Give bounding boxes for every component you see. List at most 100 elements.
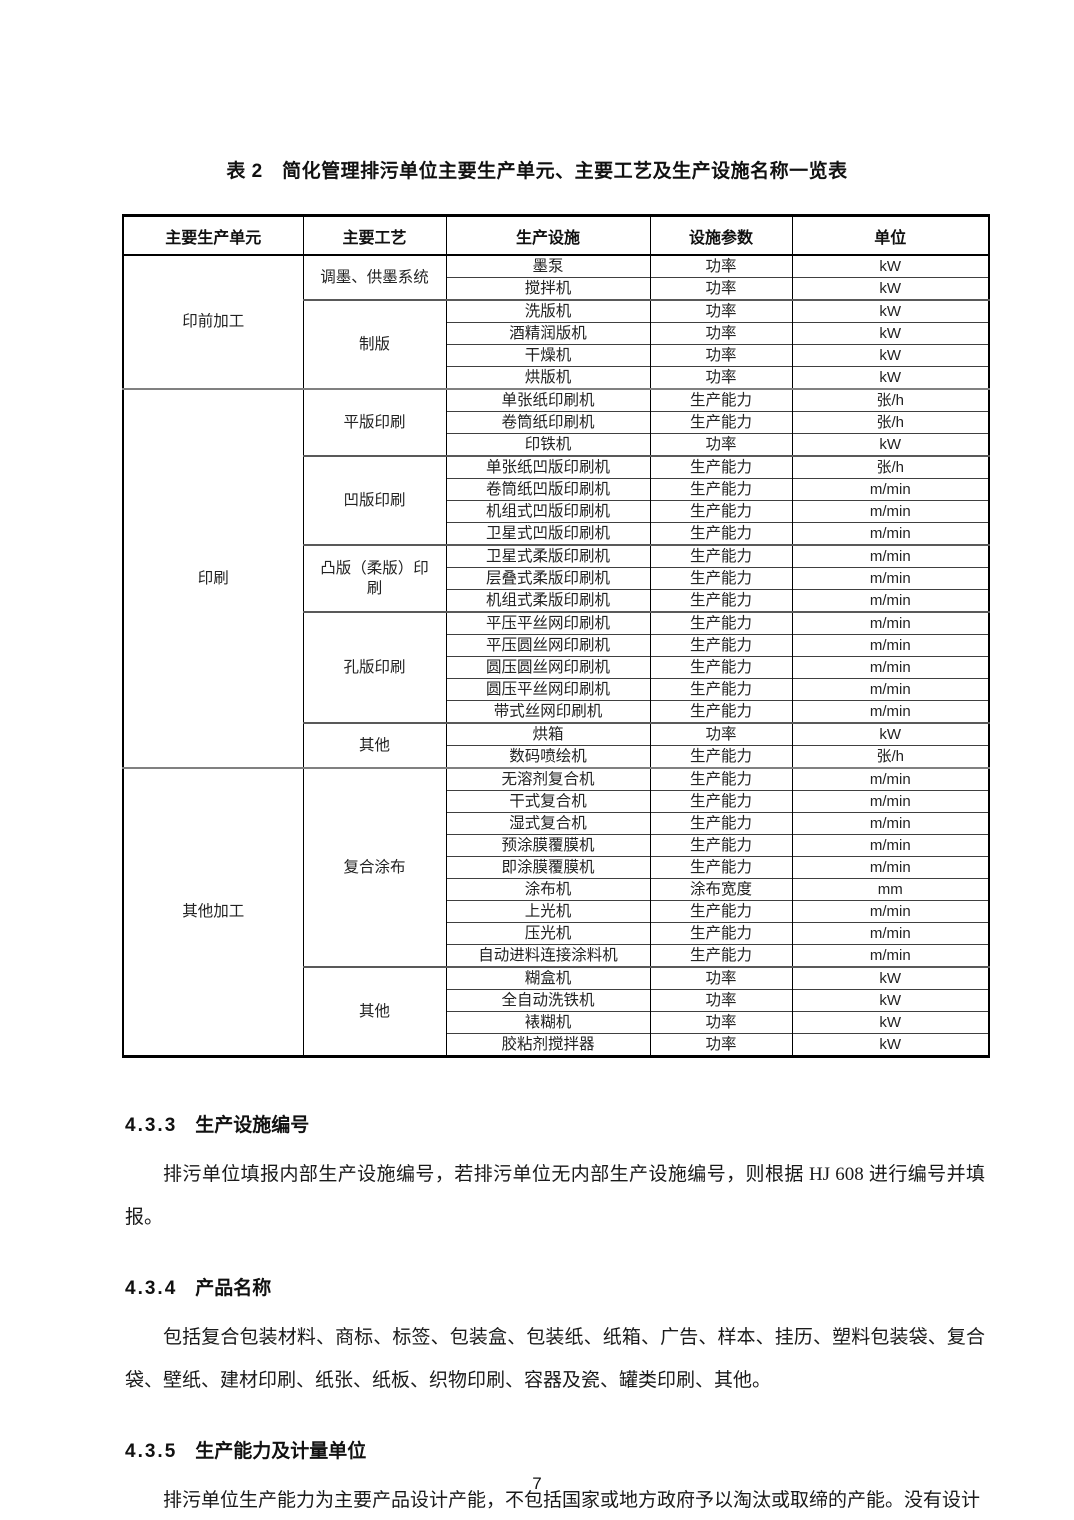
unit-of-measure-cell: 张/h — [791, 411, 990, 434]
table-row: 上光机 生产能力 m/min — [123, 900, 990, 923]
unit-of-measure-cell: m/min — [791, 767, 990, 791]
facility-parameter-cell: 功率 — [649, 966, 793, 990]
main-process-cell: 复合涂布 — [302, 767, 447, 967]
table-row: 干式复合机 生产能力 m/min — [123, 790, 990, 813]
facility-parameter-cell: 生产能力 — [649, 634, 793, 657]
section-paragraph: 排污单位填报内部生产设施编号，若排污单位无内部生产设施编号，则根据 HJ 608… — [125, 1164, 985, 1228]
facility-parameter-cell: 生产能力 — [649, 678, 793, 701]
unit-of-measure-cell: kW — [791, 989, 990, 1012]
unit-of-measure-cell: m/min — [791, 611, 990, 635]
equipment-table-body: 印前加工 调墨、供墨系统 墨泵 功率 kW 搅拌机 功率 kW 制版 洗版机 功率 kW 酒精润版机 功率… — [122, 254, 990, 1057]
unit-of-measure-cell: kW — [791, 344, 990, 367]
unit-of-measure-cell: m/min — [791, 790, 990, 813]
section-heading-4-3-4: 4.3.4 产品名称 — [125, 1273, 985, 1300]
production-facility-cell: 自动进料连接涂料机 — [445, 944, 651, 967]
table-caption: 表 2 简化管理排污单位主要生产单元、主要工艺及生产设施名称一览表 — [226, 161, 848, 182]
production-facility-cell: 裱糊机 — [445, 1011, 651, 1034]
production-facility-cell: 机组式凹版印刷机 — [445, 500, 651, 523]
production-facility-cell: 湿式复合机 — [445, 812, 651, 835]
production-facility-cell: 干式复合机 — [445, 790, 651, 813]
facility-parameter-cell: 生产能力 — [649, 567, 793, 590]
section-paragraph: 包括复合包装材料、商标、标签、包装盒、包装纸、纸箱、广告、样本、挂历、塑料包装袋… — [125, 1327, 985, 1391]
production-facility-cell: 烘箱 — [445, 722, 651, 746]
facility-parameter-cell: 功率 — [649, 989, 793, 1012]
section-number: 4.3.4 — [125, 1278, 178, 1299]
table-row: 孔版印刷 平压平丝网印刷机 生产能力 m/min — [123, 611, 990, 723]
table-row: 层叠式柔版印刷机 生产能力 m/min — [123, 567, 990, 590]
facility-parameter-cell: 生产能力 — [649, 856, 793, 879]
unit-of-measure-cell: m/min — [791, 922, 990, 945]
section-title: 生产能力及计量单位 — [195, 1441, 367, 1462]
unit-of-measure-cell: m/min — [791, 856, 990, 879]
production-facility-cell: 单张纸印刷机 — [445, 388, 651, 412]
production-facility-cell: 胶粘剂搅拌器 — [445, 1033, 651, 1057]
production-facility-cell: 卫星式凹版印刷机 — [445, 522, 651, 545]
main-process-cell: 凹版印刷 — [302, 455, 447, 545]
production-facility-cell: 无溶剂复合机 — [445, 767, 651, 791]
facility-parameter-cell: 生产能力 — [649, 478, 793, 501]
unit-of-measure-cell: m/min — [791, 567, 990, 590]
table-row: 带式丝网印刷机 生产能力 m/min — [123, 700, 990, 723]
unit-of-measure-cell: kW — [791, 1033, 990, 1057]
table-row: 印铁机 功率 kW — [123, 433, 990, 456]
production-facility-cell: 全自动洗铁机 — [445, 989, 651, 1012]
unit-of-measure-cell: kW — [791, 366, 990, 389]
unit-of-measure-cell: m/min — [791, 634, 990, 657]
equipment-table-wrap: 主要生产单元 主要工艺 生产设施 设施参数 单位 印前加工 调墨、供墨系统 墨泵 功率… — [122, 214, 990, 1058]
unit-of-measure-cell: kW — [791, 722, 990, 746]
unit-of-measure-cell: kW — [791, 1011, 990, 1034]
main-process-cell: 制版 — [302, 299, 447, 389]
page-number: 7 — [532, 1474, 542, 1493]
table-row: 数码喷绘机 生产能力 张/h — [123, 745, 990, 768]
unit-of-measure-cell: m/min — [791, 478, 990, 501]
facility-parameter-cell: 功率 — [649, 344, 793, 367]
table-row: 卫星式凹版印刷机 生产能力 m/min — [123, 522, 990, 545]
facility-parameter-cell: 生产能力 — [649, 455, 793, 479]
header-row: 主要生产单元 主要工艺 生产设施 设施参数 单位 — [122, 215, 990, 256]
column-header-facility-parameter: 设施参数 — [649, 215, 793, 256]
column-header-main-process: 主要工艺 — [302, 215, 447, 256]
table-row: 制版 洗版机 功率 kW — [123, 299, 990, 389]
production-facility-cell: 层叠式柔版印刷机 — [445, 567, 651, 590]
facility-parameter-cell: 生产能力 — [649, 790, 793, 813]
facility-parameter-cell: 生产能力 — [649, 589, 793, 612]
table-row: 凹版印刷 单张纸凹版印刷机 生产能力 张/h — [123, 455, 990, 545]
facility-parameter-cell: 生产能力 — [649, 388, 793, 412]
unit-of-measure-cell: 张/h — [791, 745, 990, 768]
table-row: 干燥机 功率 kW — [123, 344, 990, 367]
table-row: 涂布机 涂布宽度 mm — [123, 878, 990, 901]
equipment-table-head: 主要生产单元 主要工艺 生产设施 设施参数 单位 — [122, 215, 990, 256]
facility-parameter-cell: 功率 — [649, 366, 793, 389]
facility-parameter-cell: 功率 — [649, 1011, 793, 1034]
unit-of-measure-cell: kW — [791, 277, 990, 300]
body-text: 4.3.3 生产设施编号 排污单位填报内部生产设施编号，若排污单位无内部生产设施编… — [125, 1110, 985, 1520]
production-facility-cell: 数码喷绘机 — [445, 745, 651, 768]
production-facility-cell: 压光机 — [445, 922, 651, 945]
main-process-cell: 凸版（柔版）印刷 — [302, 544, 447, 612]
production-facility-cell: 烘版机 — [445, 366, 651, 389]
main-process-cell: 孔版印刷 — [302, 611, 447, 723]
production-unit-cell: 印前加工 — [122, 254, 304, 389]
table-row: 印刷 平版印刷 单张纸印刷机 生产能力 张/h — [122, 388, 990, 768]
main-process-cell: 其他 — [302, 722, 447, 768]
production-facility-cell: 带式丝网印刷机 — [445, 700, 651, 723]
production-facility-cell: 涂布机 — [445, 878, 651, 901]
production-facility-cell: 上光机 — [445, 900, 651, 923]
section-number: 4.3.5 — [125, 1441, 178, 1462]
facility-parameter-cell: 生产能力 — [649, 834, 793, 857]
facility-parameter-cell: 生产能力 — [649, 611, 793, 635]
unit-of-measure-cell: kW — [791, 299, 990, 323]
unit-of-measure-cell: m/min — [791, 544, 990, 568]
unit-of-measure-cell: m/min — [791, 812, 990, 835]
table-row: 圆压圆丝网印刷机 生产能力 m/min — [123, 656, 990, 679]
facility-parameter-cell: 涂布宽度 — [649, 878, 793, 901]
table-row: 平压圆丝网印刷机 生产能力 m/min — [123, 634, 990, 657]
table-row: 烘版机 功率 kW — [123, 366, 990, 389]
facility-parameter-cell: 生产能力 — [649, 700, 793, 723]
production-facility-cell: 洗版机 — [445, 299, 651, 323]
production-facility-cell: 圆压平丝网印刷机 — [445, 678, 651, 701]
production-facility-cell: 即涂膜覆膜机 — [445, 856, 651, 879]
production-facility-cell: 预涂膜覆膜机 — [445, 834, 651, 857]
facility-parameter-cell: 生产能力 — [649, 745, 793, 768]
facility-parameter-cell: 生产能力 — [649, 656, 793, 679]
